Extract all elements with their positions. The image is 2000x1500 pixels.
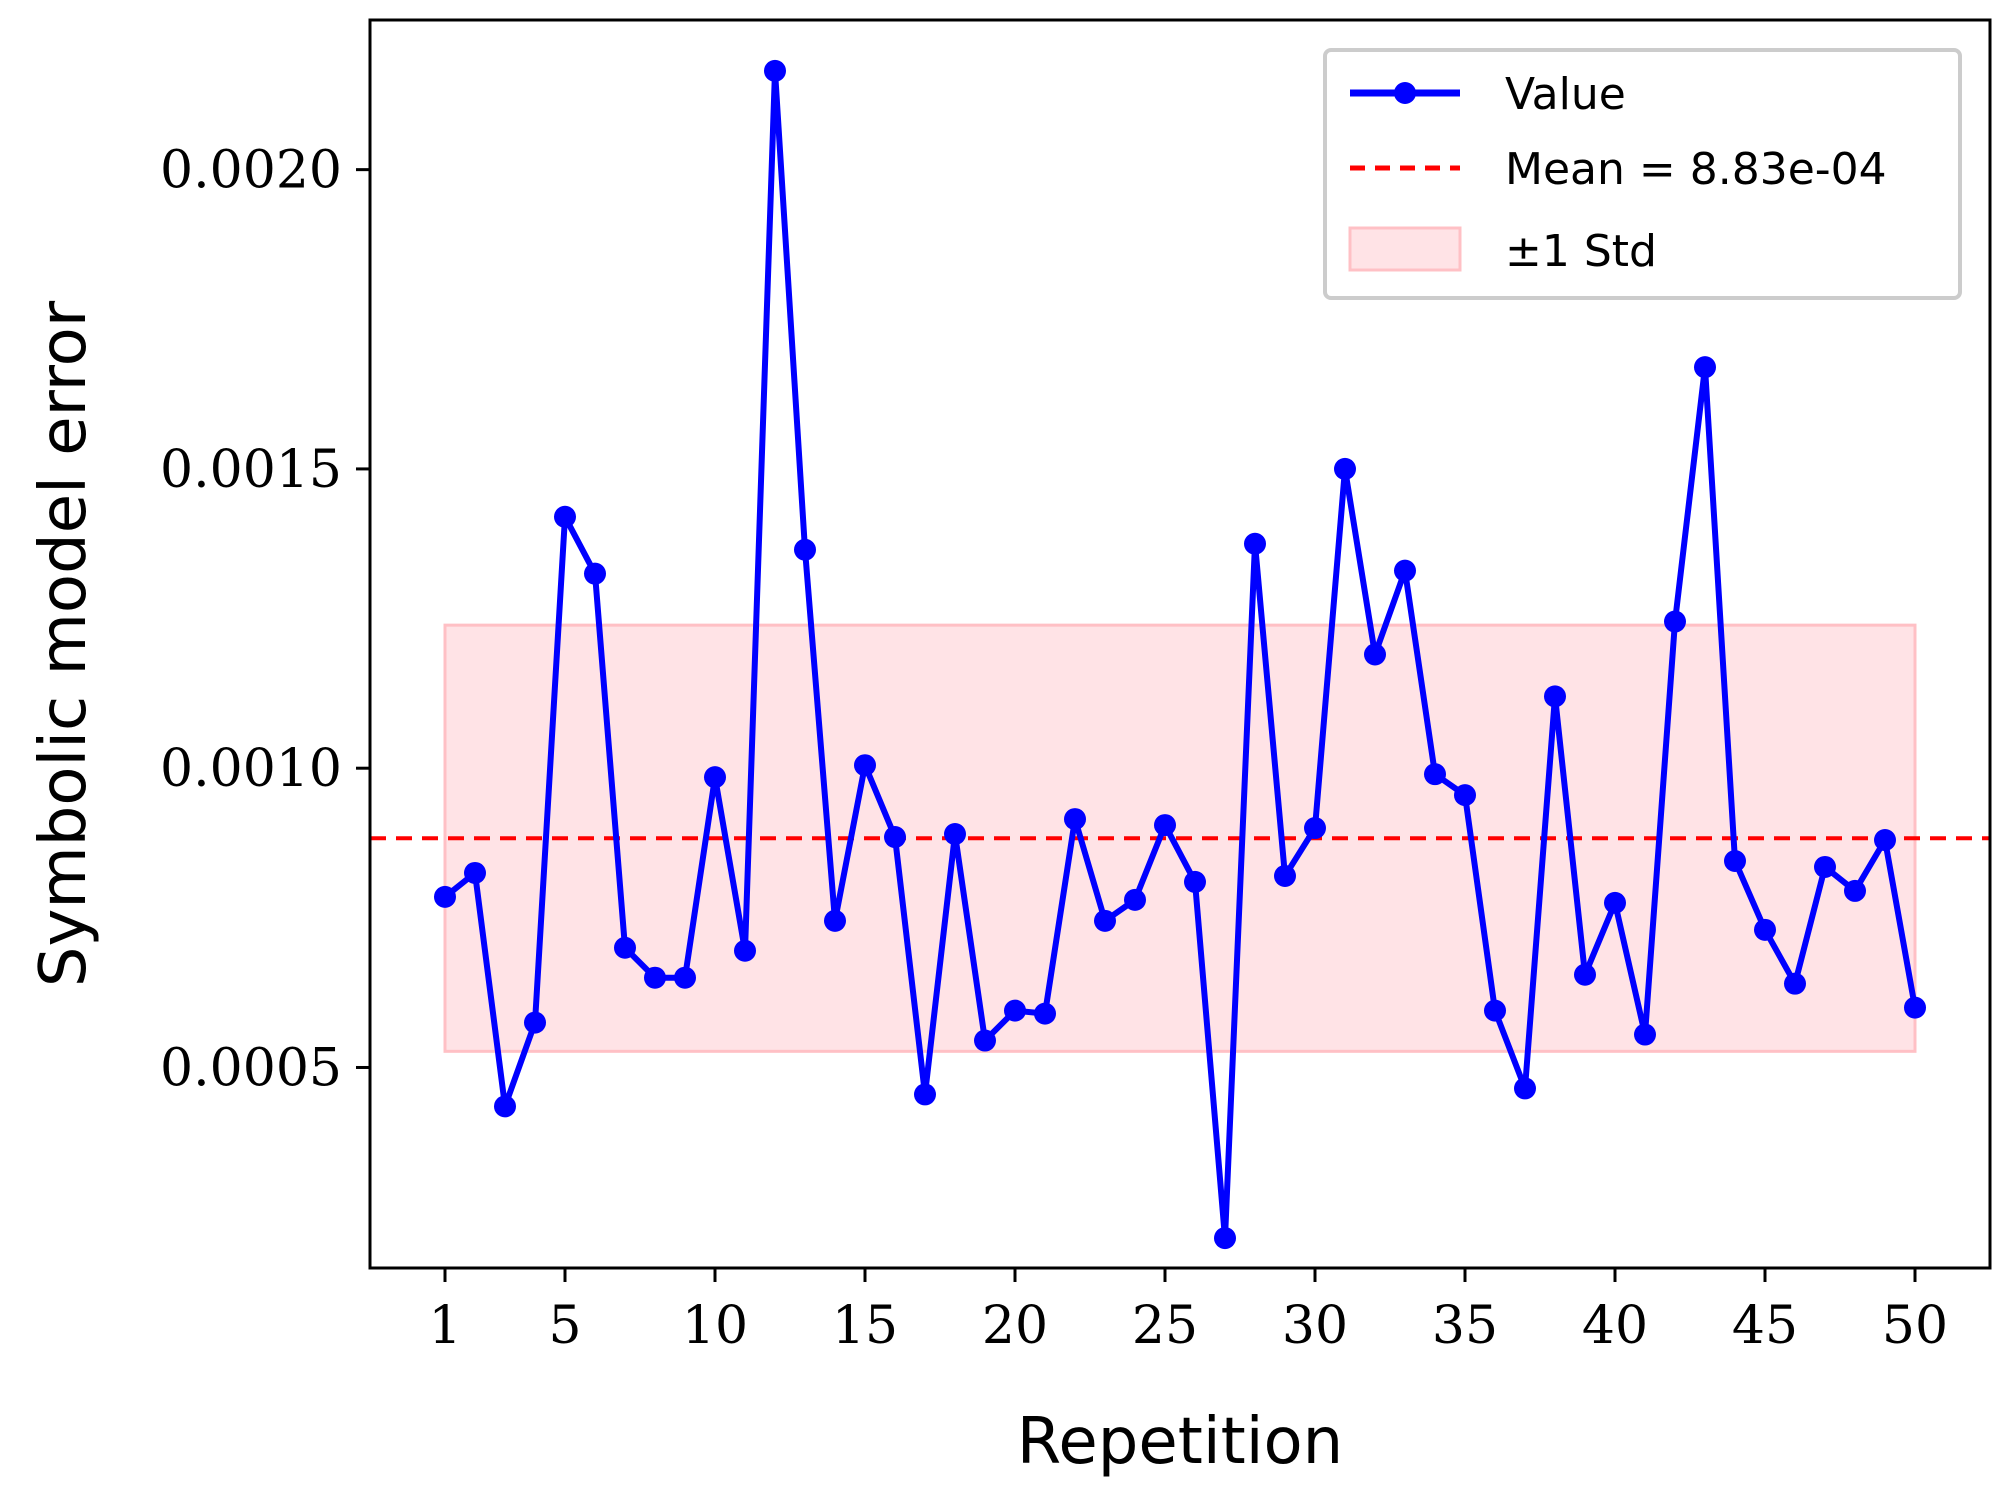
- x-tick-label: 45: [1732, 1296, 1798, 1356]
- data-point: [1604, 891, 1626, 914]
- data-point: [704, 766, 726, 789]
- data-point: [1784, 972, 1806, 995]
- plot-frame: [368, 18, 1992, 1270]
- data-point: [914, 1083, 936, 1106]
- data-point: [1214, 1227, 1236, 1250]
- x-tick-label: 50: [1882, 1296, 1948, 1356]
- data-point: [794, 538, 816, 561]
- data-point: [1184, 870, 1206, 893]
- y-axis-label: Symbolic model error: [27, 300, 101, 987]
- data-point: [1514, 1077, 1536, 1100]
- legend-std-patch: [1348, 226, 1462, 272]
- data-point: [434, 885, 456, 908]
- y-tick-label: 0.0015: [160, 440, 342, 500]
- legend-mean-label: Mean = 8.83e-04: [1505, 144, 1887, 195]
- x-tick-label: 40: [1582, 1296, 1648, 1356]
- data-point: [884, 826, 906, 849]
- x-tick-label: 5: [548, 1296, 581, 1356]
- data-point: [644, 966, 666, 989]
- data-point: [1004, 999, 1026, 1022]
- data-point: [464, 861, 486, 884]
- series-line: [443, 67, 1918, 1242]
- data-point: [1724, 849, 1746, 872]
- x-tick-label: 25: [1132, 1296, 1198, 1356]
- legend-entry-std: ±1 Std: [1348, 226, 1657, 277]
- legend-entry-value: Value: [1350, 69, 1626, 120]
- data-point: [1064, 808, 1086, 831]
- data-point: [764, 59, 786, 82]
- data-point: [1814, 855, 1836, 878]
- data-point: [1664, 610, 1686, 633]
- data-point: [1544, 685, 1566, 708]
- legend-value-label: Value: [1505, 69, 1626, 120]
- data-point: [974, 1029, 996, 1052]
- data-point: [674, 966, 696, 989]
- data-point: [1754, 918, 1776, 941]
- x-tick-label: 15: [832, 1296, 898, 1356]
- y-tick-label: 0.0005: [160, 1038, 342, 1098]
- data-point: [1304, 817, 1326, 840]
- data-point: [734, 939, 756, 962]
- data-point: [1274, 864, 1296, 887]
- x-axis-label: Repetition: [1017, 1405, 1343, 1479]
- data-point: [1094, 909, 1116, 932]
- x-tick-label: 35: [1432, 1296, 1498, 1356]
- legend: Value Mean = 8.83e-04 ±1 Std: [1323, 48, 1962, 300]
- data-point: [554, 505, 576, 528]
- data-point: [1634, 1023, 1656, 1046]
- data-point: [1904, 996, 1926, 1019]
- legend-entry-mean: Mean = 8.83e-04: [1350, 144, 1887, 195]
- data-point: [1454, 784, 1476, 807]
- data-point: [824, 909, 846, 932]
- x-tick-label: 10: [682, 1296, 748, 1356]
- legend-std-label: ±1 Std: [1505, 226, 1657, 277]
- legend-box: [1323, 48, 1962, 300]
- x-tick-label: 20: [982, 1296, 1048, 1356]
- x-tick-label: 30: [1282, 1296, 1348, 1356]
- data-point: [524, 1011, 546, 1034]
- data-point: [1844, 879, 1866, 902]
- data-point: [1244, 532, 1266, 555]
- data-point: [1694, 356, 1716, 379]
- data-point: [494, 1095, 516, 1118]
- legend-value-marker: [1394, 82, 1416, 104]
- y-axis-ticks: 0.0005 0.0010 0.0015 0.0020: [160, 141, 370, 1098]
- data-point: [584, 562, 606, 585]
- data-point: [854, 754, 876, 777]
- data-point: [1424, 763, 1446, 786]
- data-point: [1394, 559, 1416, 582]
- data-point: [1334, 457, 1356, 480]
- x-tick-label: 1: [428, 1296, 461, 1356]
- y-tick-label: 0.0020: [160, 141, 342, 201]
- data-point: [614, 936, 636, 959]
- data-point: [944, 823, 966, 846]
- data-point: [1364, 643, 1386, 666]
- data-point: [1484, 999, 1506, 1022]
- y-tick-label: 0.0010: [160, 739, 342, 799]
- data-point: [1124, 888, 1146, 911]
- x-axis-ticks: 1 5 10 15 20 25 30 35 40 45 50: [428, 1268, 1948, 1356]
- series-layer: [434, 59, 1926, 1250]
- data-point: [1154, 814, 1176, 837]
- data-point: [1034, 1002, 1056, 1025]
- data-point: [1874, 829, 1896, 852]
- data-point: [1574, 963, 1596, 986]
